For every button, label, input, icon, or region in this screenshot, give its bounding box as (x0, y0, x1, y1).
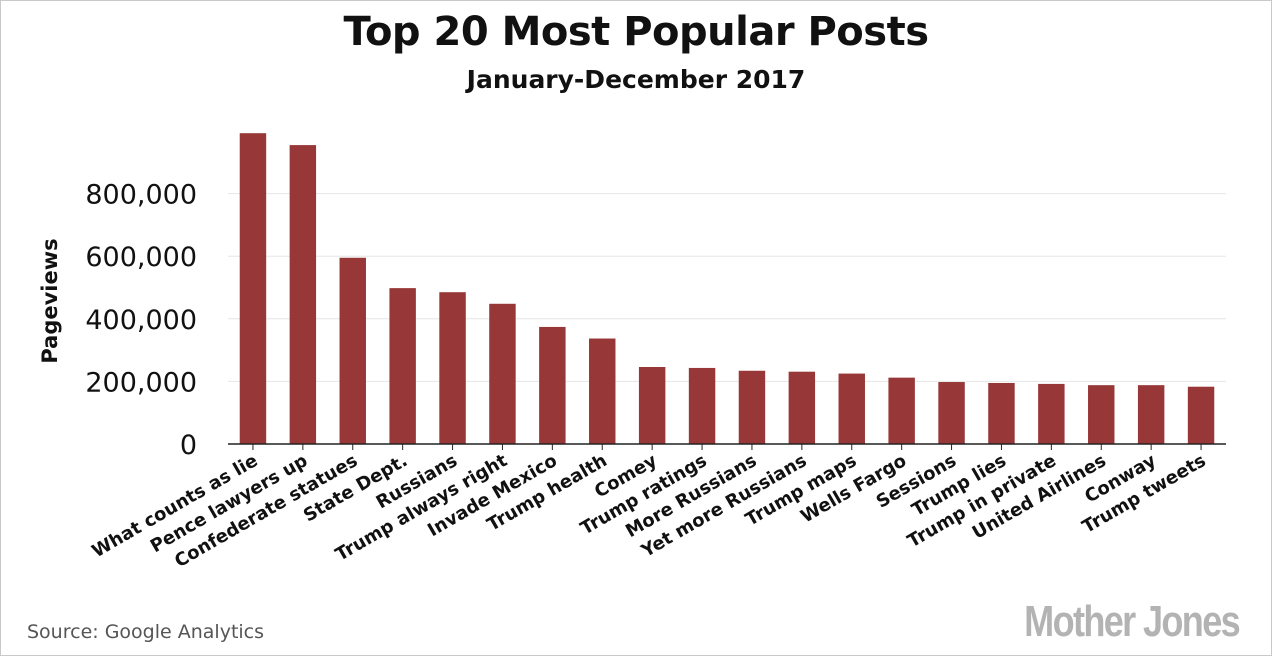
y-tick-label: 800,000 (85, 180, 197, 211)
bar (489, 303, 516, 444)
mother-jones-logo: Mother Jones (1024, 597, 1241, 646)
chart-title: Top 20 Most Popular Posts (343, 9, 929, 55)
bar (638, 367, 666, 444)
chart-subtitle: January-December 2017 (466, 65, 806, 94)
x-axis-ticks (252, 444, 1202, 450)
y-tick-label: 600,000 (85, 242, 197, 273)
bar (439, 292, 466, 444)
bar (738, 370, 766, 444)
bars (239, 133, 1215, 445)
bar (289, 145, 317, 444)
bar (589, 338, 616, 444)
bar (988, 382, 1015, 444)
bar (1187, 386, 1215, 444)
y-tick-label: 400,000 (85, 305, 197, 336)
bar (1137, 385, 1165, 444)
bar (788, 371, 816, 444)
bar (838, 373, 865, 444)
y-tick-label: 200,000 (85, 367, 197, 398)
y-axis-label: Pageviews (38, 238, 62, 363)
bar (938, 382, 965, 444)
bar (339, 257, 366, 444)
bar (688, 367, 716, 444)
bar (389, 288, 416, 444)
bar (1038, 383, 1065, 444)
y-tick-labels: 0 200,000 400,000 600,000 800,000 (85, 180, 197, 461)
bar (539, 326, 566, 444)
gridlines (228, 193, 1226, 382)
bar (1088, 385, 1115, 444)
source-note: Source: Google Analytics (27, 621, 265, 643)
bar (888, 377, 915, 444)
y-tick-label: 0 (180, 430, 197, 461)
bar (239, 133, 267, 445)
